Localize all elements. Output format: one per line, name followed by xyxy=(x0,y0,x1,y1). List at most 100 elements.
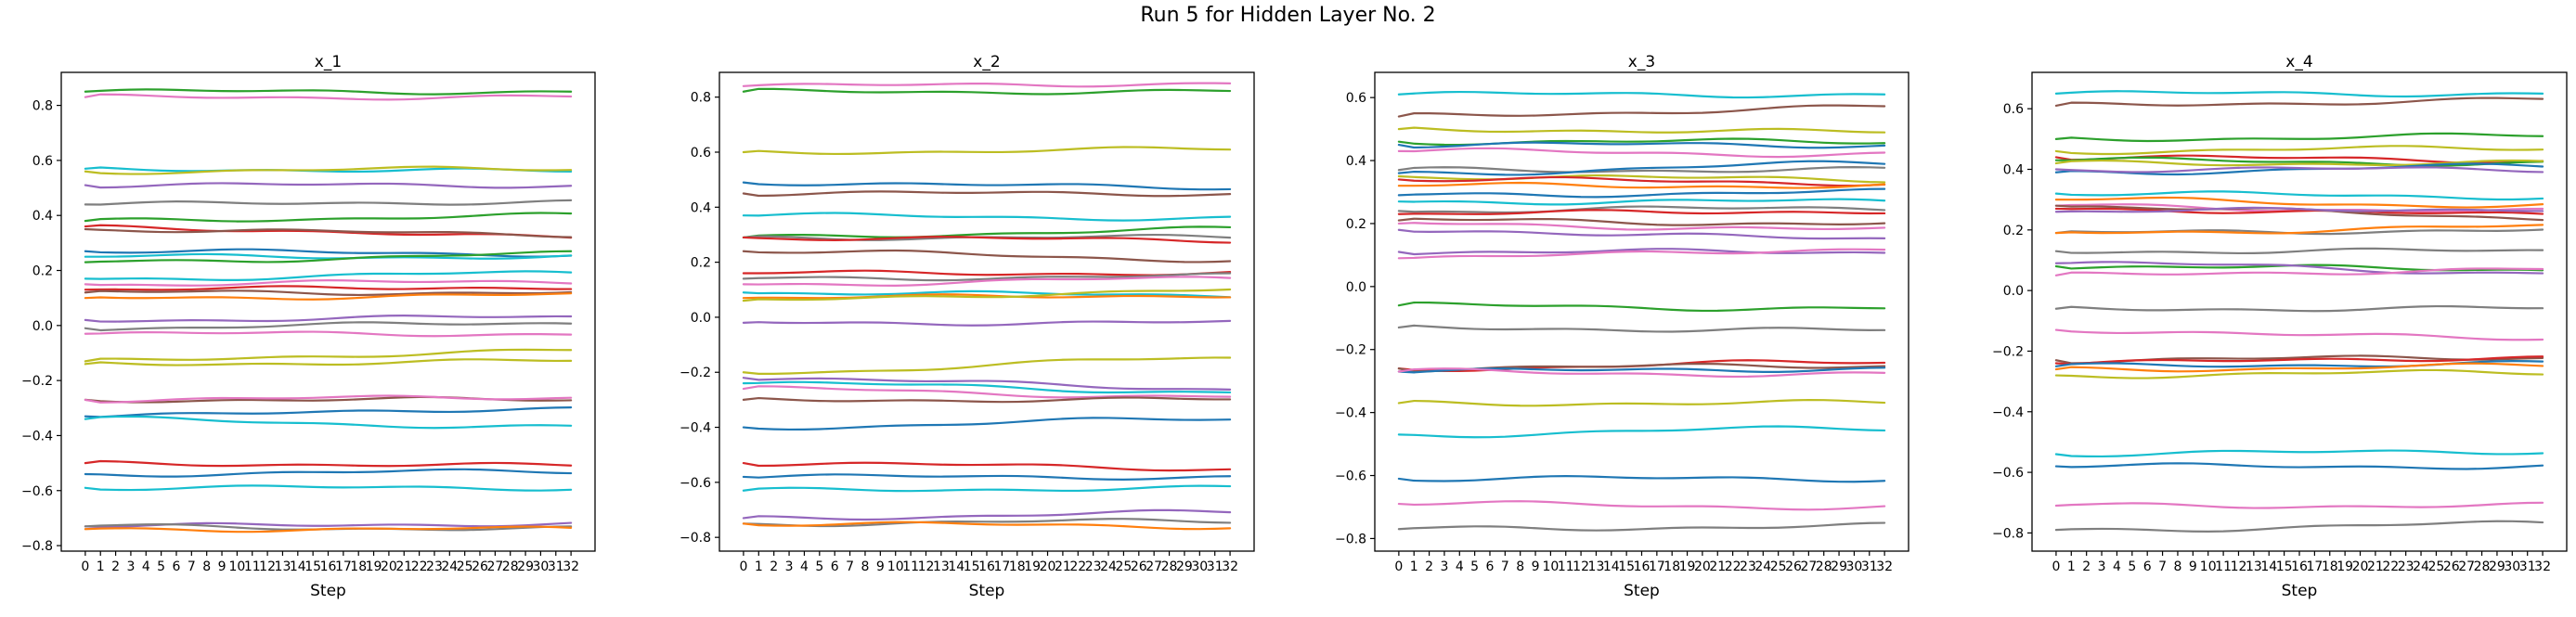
x-tick-label: 20 xyxy=(381,559,397,574)
x-tick-label: 22 xyxy=(1069,559,1086,574)
x-tick-label: 8 xyxy=(2173,559,2181,574)
subplot-title: x_1 xyxy=(315,53,342,71)
x-tick-label: 29 xyxy=(2489,559,2505,574)
x-tick-label: 25 xyxy=(457,559,473,574)
y-tick-label: 0.2 xyxy=(1346,217,1366,232)
x-tick-label: 17 xyxy=(2306,559,2323,574)
x-tick-label: 21 xyxy=(1055,559,1071,574)
y-tick-label: 0.4 xyxy=(32,209,53,224)
y-tick-label: −0.4 xyxy=(680,421,711,436)
y-tick-label: 0.8 xyxy=(32,99,53,114)
x-tick-label: 11 xyxy=(902,559,919,574)
x-tick-label: 8 xyxy=(861,559,869,574)
series-line xyxy=(742,87,1232,96)
series-line xyxy=(1397,187,1886,199)
x-axis-label: Step xyxy=(969,582,1005,600)
x-tick-label: 3 xyxy=(126,559,135,574)
series-line xyxy=(2054,368,2544,379)
subplot-title: x_3 xyxy=(1628,53,1655,71)
series-line xyxy=(742,356,1232,375)
x-tick-label: 14 xyxy=(1603,559,1620,574)
x-tick-label: 17 xyxy=(993,559,1010,574)
series-line xyxy=(84,525,573,533)
figure-title: Run 5 for Hidden Layer No. 2 xyxy=(1140,4,1436,27)
x-tick-label: 15 xyxy=(304,559,321,574)
y-tick-label: −0.4 xyxy=(1992,405,2024,420)
series-line xyxy=(742,518,1232,528)
x-tick-label: 23 xyxy=(426,559,443,574)
x-tick-label: 12 xyxy=(259,559,276,574)
series-line xyxy=(84,227,573,238)
series-line xyxy=(742,82,1232,88)
x-tick-label: 32 xyxy=(1876,559,1893,574)
series-line xyxy=(742,272,1232,282)
x-axis-label: Step xyxy=(310,582,346,600)
series-line xyxy=(84,348,573,363)
x-tick-label: 0 xyxy=(81,559,89,574)
series-line xyxy=(742,190,1232,198)
series-line xyxy=(1397,175,1886,187)
series-line xyxy=(1397,301,1886,313)
y-tick-label: 0.2 xyxy=(2003,224,2024,238)
subplot-2: −0.8−0.6−0.4−0.20.00.20.40.60.80 1 2 3 4 5 6 7 8… xyxy=(680,53,1255,600)
x-tick-label: 26 xyxy=(2443,559,2460,574)
series-line xyxy=(742,377,1232,391)
series-line xyxy=(1397,248,1886,256)
series-line xyxy=(742,212,1232,222)
series-line xyxy=(84,279,573,287)
series-line xyxy=(84,250,573,264)
y-tick-label: −0.2 xyxy=(680,366,711,380)
y-tick-label: 0.4 xyxy=(2003,163,2024,178)
y-tick-label: −0.6 xyxy=(1335,469,1366,484)
y-tick-label: 0.2 xyxy=(691,256,711,271)
x-tick-label: 12 xyxy=(918,559,935,574)
y-tick-label: −0.4 xyxy=(21,429,53,443)
x-tick-label: 13 xyxy=(275,559,291,574)
x-tick-label: 29 xyxy=(1176,559,1193,574)
x-tick-label: 19 xyxy=(1679,559,1696,574)
series-line xyxy=(742,521,1232,531)
x-tick-label: 7 xyxy=(846,559,854,574)
x-tick-label: 26 xyxy=(1131,559,1147,574)
x-tick-label: 3 xyxy=(1440,559,1448,574)
series-line xyxy=(84,468,573,478)
x-tick-label: 23 xyxy=(1740,559,1756,574)
x-tick-label: 3 xyxy=(2098,559,2106,574)
y-tick-label: −0.2 xyxy=(21,374,53,389)
axes-frame xyxy=(60,71,596,552)
x-tick-label: 32 xyxy=(563,559,579,574)
x-tick-label: 4 xyxy=(142,559,150,574)
x-tick-label: 12 xyxy=(2231,559,2247,574)
x-tick-label: 6 xyxy=(831,559,839,574)
x-tick-label: 4 xyxy=(1456,559,1464,574)
series-line xyxy=(1397,500,1886,511)
series-line xyxy=(2054,207,2544,215)
x-tick-label: 15 xyxy=(1618,559,1635,574)
x-tick-label: 31 xyxy=(548,559,564,574)
x-tick-label: 15 xyxy=(2276,559,2293,574)
series-line xyxy=(1397,147,1886,159)
x-tick-label: 32 xyxy=(1222,559,1238,574)
y-tick-label: −0.4 xyxy=(1335,406,1366,421)
x-tick-label: 26 xyxy=(1785,559,1802,574)
series-line xyxy=(84,270,573,282)
y-tick-label: −0.6 xyxy=(680,476,711,491)
x-tick-label: 12 xyxy=(1573,559,1589,574)
series-line xyxy=(1397,217,1886,226)
x-tick-label: 18 xyxy=(2322,559,2338,574)
x-tick-label: 16 xyxy=(2291,559,2308,574)
x-tick-label: 1 xyxy=(97,559,105,574)
y-tick-label: 0.4 xyxy=(1346,154,1366,169)
x-tick-label: 29 xyxy=(517,559,534,574)
series-line xyxy=(2054,132,2544,143)
subplot-4: −0.8−0.6−0.4−0.20.00.20.40.60 1 2 3 4 5 6 7 8 9 10… xyxy=(1992,53,2568,600)
x-tick-label: 24 xyxy=(2413,559,2429,574)
x-tick-label: 4 xyxy=(2113,559,2121,574)
series-line xyxy=(742,288,1232,302)
x-tick-label: 28 xyxy=(2474,559,2491,574)
series-line xyxy=(742,293,1232,300)
x-tick-label: 9 xyxy=(876,559,885,574)
x-tick-label: 5 xyxy=(1470,559,1479,574)
x-tick-label: 22 xyxy=(2382,559,2399,574)
x-tick-label: 13 xyxy=(2246,559,2262,574)
